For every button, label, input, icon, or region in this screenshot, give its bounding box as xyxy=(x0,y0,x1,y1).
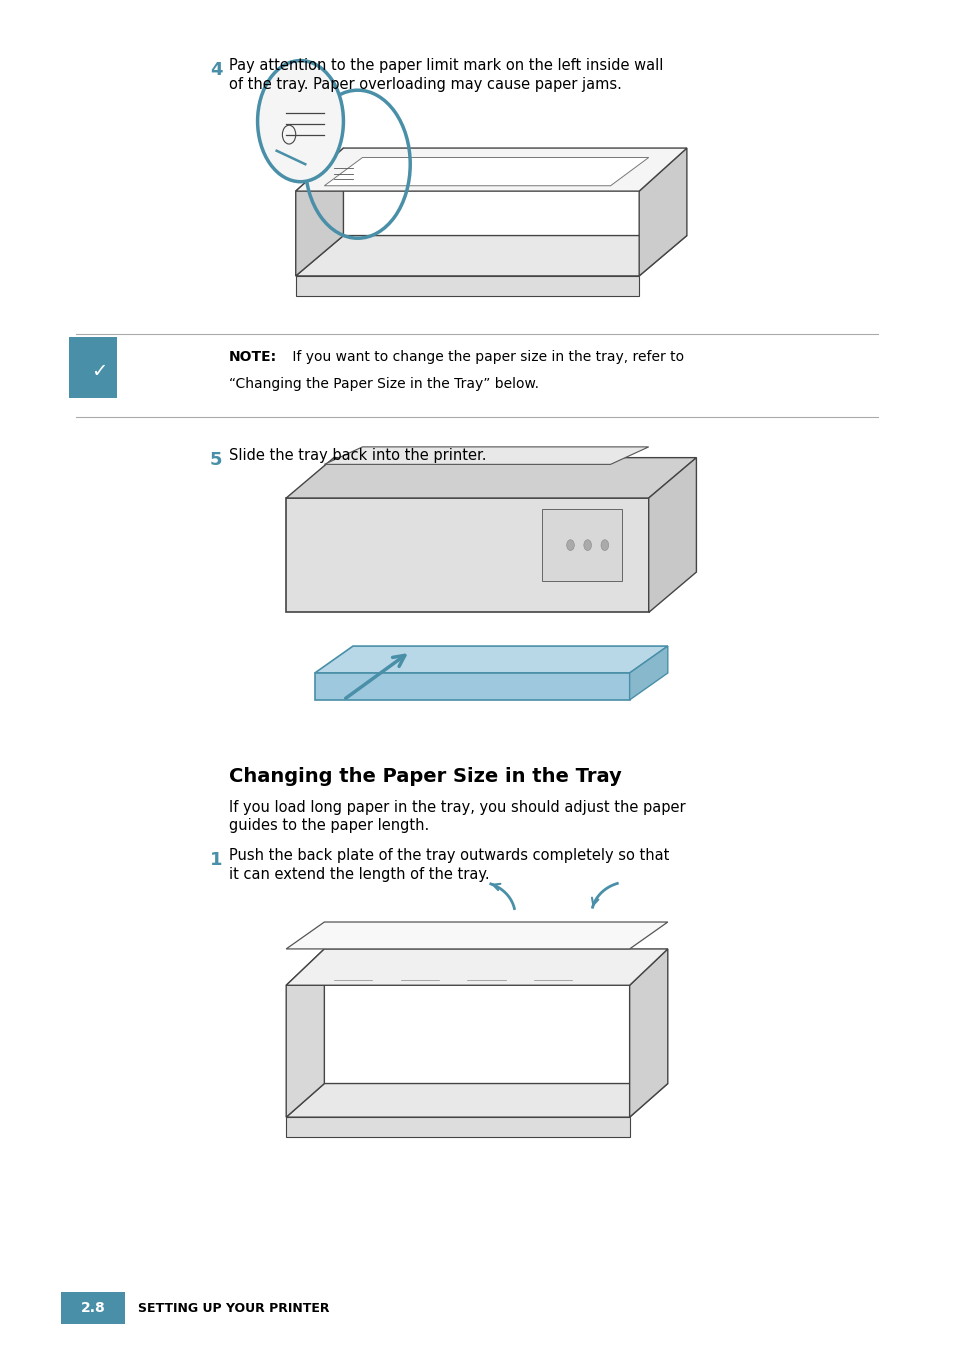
Text: ✓: ✓ xyxy=(91,362,107,381)
Polygon shape xyxy=(286,1084,667,1117)
Polygon shape xyxy=(286,498,648,612)
Polygon shape xyxy=(629,949,667,1117)
Text: If you load long paper in the tray, you should adjust the paper: If you load long paper in the tray, you … xyxy=(229,800,685,814)
Text: of the tray. Paper overloading may cause paper jams.: of the tray. Paper overloading may cause… xyxy=(229,77,621,92)
Text: Pay attention to the paper limit mark on the left inside wall: Pay attention to the paper limit mark on… xyxy=(229,58,662,73)
Polygon shape xyxy=(314,673,629,700)
Polygon shape xyxy=(314,646,667,673)
Polygon shape xyxy=(295,148,343,276)
Polygon shape xyxy=(629,646,667,700)
Polygon shape xyxy=(286,458,696,498)
Text: If you want to change the paper size in the tray, refer to: If you want to change the paper size in … xyxy=(288,350,683,363)
Text: Push the back plate of the tray outwards completely so that: Push the back plate of the tray outwards… xyxy=(229,848,669,863)
Polygon shape xyxy=(639,148,686,276)
Polygon shape xyxy=(324,447,648,464)
Text: SETTING UP YOUR PRINTER: SETTING UP YOUR PRINTER xyxy=(138,1302,330,1315)
Text: NOTE:: NOTE: xyxy=(229,350,276,363)
Text: 4: 4 xyxy=(210,61,222,78)
Text: it can extend the length of the tray.: it can extend the length of the tray. xyxy=(229,867,489,882)
Text: Changing the Paper Size in the Tray: Changing the Paper Size in the Tray xyxy=(229,767,621,786)
Text: guides to the paper length.: guides to the paper length. xyxy=(229,818,429,833)
Circle shape xyxy=(257,61,343,182)
FancyBboxPatch shape xyxy=(61,1292,125,1324)
Polygon shape xyxy=(648,458,696,612)
Text: 2.8: 2.8 xyxy=(81,1302,106,1315)
Text: 1: 1 xyxy=(210,851,222,868)
Text: Slide the tray back into the printer.: Slide the tray back into the printer. xyxy=(229,448,486,463)
Polygon shape xyxy=(286,922,667,949)
Polygon shape xyxy=(295,148,686,191)
Polygon shape xyxy=(324,157,648,186)
Circle shape xyxy=(566,540,574,551)
Circle shape xyxy=(600,540,608,551)
Polygon shape xyxy=(295,276,639,296)
Polygon shape xyxy=(286,949,324,1117)
Polygon shape xyxy=(295,236,686,276)
Text: 5: 5 xyxy=(210,451,222,468)
FancyBboxPatch shape xyxy=(541,509,621,581)
Polygon shape xyxy=(286,949,667,985)
FancyBboxPatch shape xyxy=(69,336,117,398)
Text: “Changing the Paper Size in the Tray” below.: “Changing the Paper Size in the Tray” be… xyxy=(229,377,538,390)
Circle shape xyxy=(583,540,591,551)
Polygon shape xyxy=(286,1117,629,1137)
